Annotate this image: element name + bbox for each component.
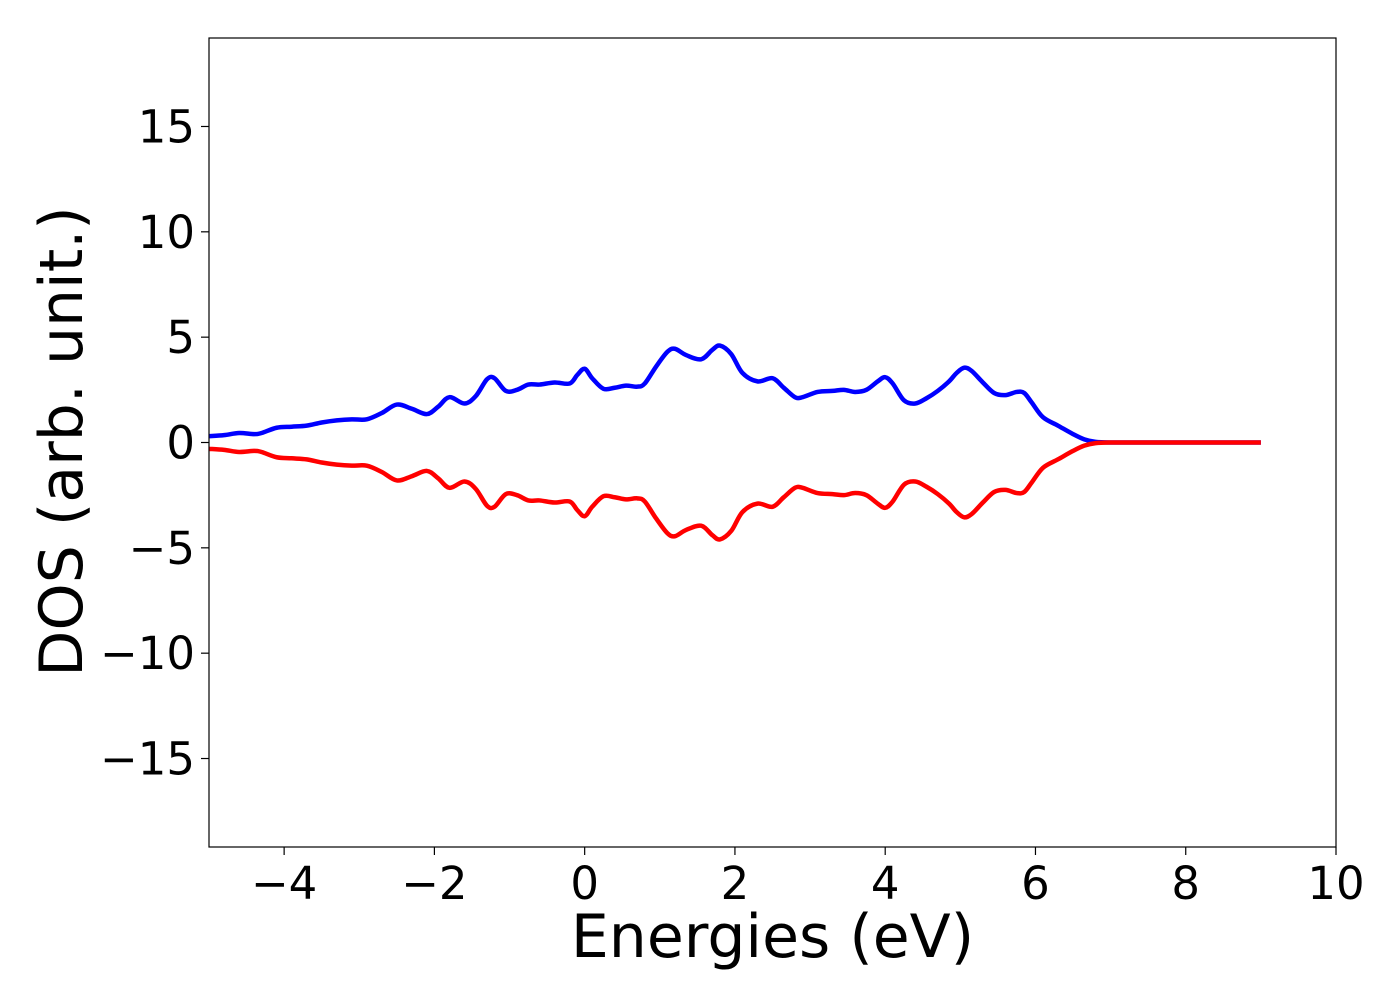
y-tick-label: −5 <box>129 522 195 575</box>
dos-series-line-2 <box>209 440 1261 542</box>
y-axis-ticks: 15 10 5 0 −5 −10 −15 <box>100 100 209 786</box>
y-tick-label: 0 <box>166 417 195 470</box>
x-tick-label: −2 <box>401 857 467 910</box>
x-tick-label: 6 <box>1021 857 1050 910</box>
y-tick-label: −15 <box>100 733 195 786</box>
x-tick-label: 4 <box>871 857 900 910</box>
x-tick-label: 0 <box>570 857 599 910</box>
x-tick-label: 8 <box>1171 857 1200 910</box>
y-tick-label: −10 <box>100 627 195 680</box>
y-tick-label: 10 <box>138 206 195 259</box>
y-tick-label: 5 <box>166 311 195 364</box>
x-axis-label: Energies (eV) <box>571 902 974 972</box>
dos-series-line-1 <box>209 343 1261 445</box>
y-tick-label: 15 <box>138 100 195 153</box>
y-axis-label: DOS (arb. unit.) <box>27 206 97 676</box>
x-tick-label: 2 <box>721 857 750 910</box>
x-tick-label: −4 <box>251 857 317 910</box>
x-axis-ticks: −4 −2 0 2 4 6 8 10 <box>251 847 1365 910</box>
series-layer <box>209 343 1261 542</box>
x-tick-label: 10 <box>1307 857 1364 910</box>
